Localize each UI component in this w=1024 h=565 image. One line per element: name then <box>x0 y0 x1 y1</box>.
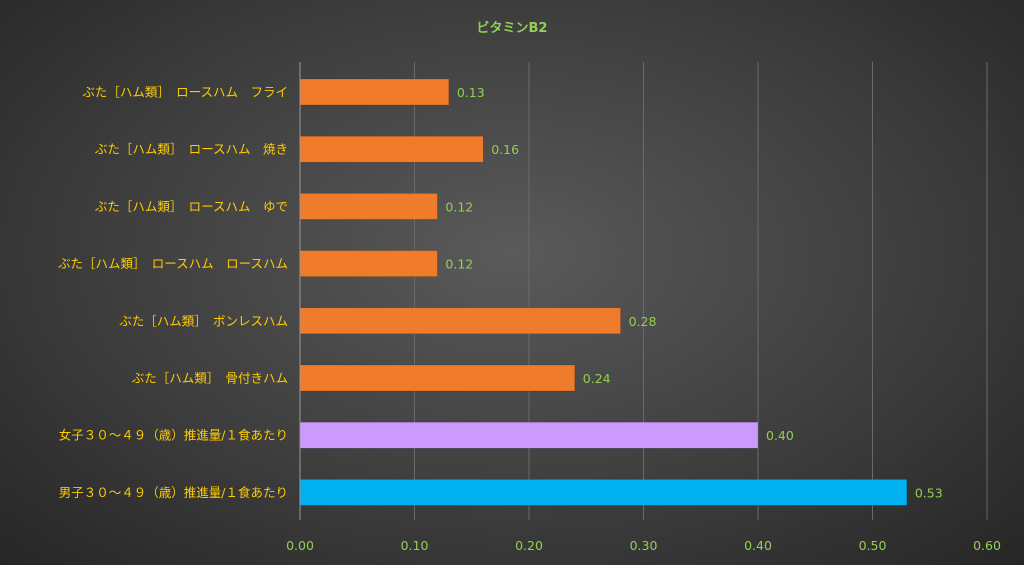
bar <box>299 193 438 220</box>
value-label: 0.16 <box>491 142 519 157</box>
x-tick-label: 0.60 <box>973 538 1001 553</box>
bars <box>299 78 908 506</box>
bar <box>299 135 484 163</box>
value-label: 0.12 <box>445 257 473 272</box>
category-label: ぶた［ハム類］ ロースハム フライ <box>82 85 288 100</box>
x-tick-label: 0.10 <box>401 538 429 553</box>
category-label: ぶた［ハム類］ 骨付きハム <box>132 371 288 386</box>
x-tick-label: 0.30 <box>630 538 658 553</box>
value-label: 0.24 <box>583 371 611 386</box>
value-label: 0.12 <box>445 199 473 214</box>
value-label: 0.28 <box>629 314 657 329</box>
bar <box>299 307 621 335</box>
value-labels: 0.13 0.16 0.12 0.12 0.28 0.24 0.40 0.53 <box>445 85 942 500</box>
category-label: ぶた［ハム類］ ロースハム ロースハム <box>58 256 288 271</box>
x-tick-labels: 0.00 0.10 0.20 0.30 0.40 0.50 0.60 <box>286 538 1001 553</box>
value-label: 0.13 <box>457 85 485 100</box>
category-label: 女子３０～４９（歳）推進量/１食あたり <box>59 428 288 443</box>
x-tick-label: 0.50 <box>859 538 887 553</box>
category-label: ぶた［ハム類］ ボンレスハム <box>119 313 288 328</box>
value-label: 0.53 <box>915 485 943 500</box>
bar <box>299 421 759 449</box>
category-label: ぶた［ハム類］ ロースハム 焼き <box>95 142 288 157</box>
bar <box>299 78 450 106</box>
category-label: 男子３０～４９（歳）推進量/１食あたり <box>59 485 288 500</box>
x-tick-label: 0.00 <box>286 538 314 553</box>
bar <box>299 250 438 277</box>
category-label: ぶた［ハム類］ ロースハム ゆで <box>95 199 288 214</box>
x-tick-label: 0.20 <box>515 538 543 553</box>
bar <box>299 479 908 506</box>
gridlines <box>414 62 988 520</box>
value-label: 0.40 <box>766 428 794 443</box>
bar <box>299 364 576 392</box>
chart-title: ビタミンB2 <box>477 20 548 36</box>
x-tick-label: 0.40 <box>744 538 772 553</box>
